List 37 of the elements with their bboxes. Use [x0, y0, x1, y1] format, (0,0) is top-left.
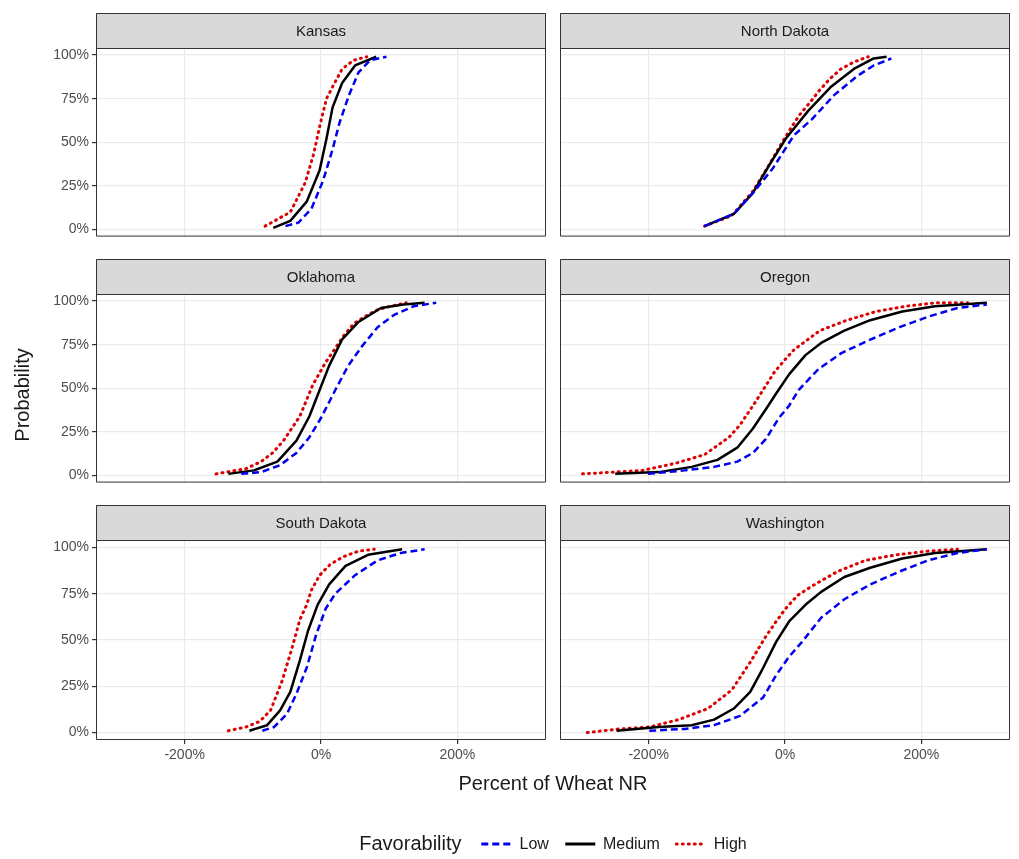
- y-tick-label: 50%: [60, 133, 89, 150]
- line-series: [263, 55, 369, 228]
- line-series: [261, 548, 426, 732]
- legend-label: High: [712, 834, 747, 853]
- y-tick-label: 75%: [60, 335, 89, 352]
- x-axis-title: Percent of Wheat NR: [458, 772, 648, 795]
- legend-label: Medium: [601, 834, 660, 853]
- legend-title: Favorability: [359, 832, 462, 855]
- y-tick-label: 50%: [60, 630, 89, 647]
- chart-title: Oregon: [759, 267, 811, 285]
- y-tick-label: 100%: [53, 538, 89, 555]
- x-tick-label: -200%: [628, 746, 669, 763]
- y-tick-label: 0%: [68, 220, 89, 237]
- y-tick-label: 50%: [60, 379, 89, 396]
- y-tick-label: 25%: [60, 677, 89, 694]
- y-tick-label: 75%: [60, 89, 89, 106]
- x-tick-label: 200%: [903, 746, 940, 763]
- x-tick-label: -200%: [164, 746, 205, 763]
- y-axis-title: Probability: [10, 348, 34, 442]
- line-series: [284, 55, 388, 228]
- y-tick-label: 0%: [68, 466, 89, 483]
- y-tick-label: 75%: [60, 584, 89, 601]
- y-tick-label: 100%: [53, 45, 89, 62]
- y-tick-label: 25%: [60, 422, 89, 439]
- y-tick-label: 0%: [68, 723, 89, 740]
- legend-label: Low: [518, 834, 549, 853]
- x-tick-label: 0%: [774, 746, 796, 763]
- chart-title: North Dakota: [740, 21, 830, 39]
- y-tick-label: 25%: [60, 176, 89, 193]
- chart-title: Washington: [745, 513, 825, 531]
- chart-title: South Dakota: [275, 513, 368, 531]
- x-tick-label: 0%: [310, 746, 332, 763]
- line-series: [226, 547, 376, 733]
- chart-title: Kansas: [295, 21, 347, 39]
- chart-title: Oklahoma: [286, 267, 356, 285]
- y-tick-label: 100%: [53, 291, 89, 308]
- x-tick-label: 200%: [439, 746, 476, 763]
